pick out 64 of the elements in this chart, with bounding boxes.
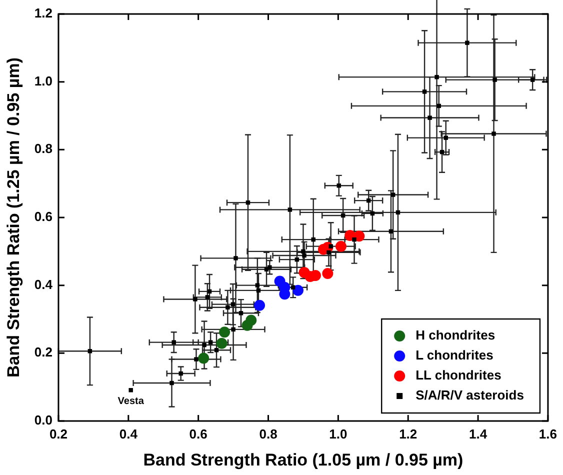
point: [326, 250, 331, 255]
point: [352, 237, 356, 242]
point: [202, 342, 206, 348]
point: [216, 338, 228, 349]
legend-label: LL chondrites: [416, 368, 502, 383]
point: [268, 265, 272, 270]
x-tick-label: 0.2: [49, 426, 68, 442]
point: [246, 314, 257, 326]
x-axis-title: Band Strength Ratio (1.05 µm / 0.95 µm): [143, 450, 464, 470]
legend-label: H chondrites: [416, 328, 496, 343]
y-tick-label: 1.0: [34, 73, 52, 88]
point: [128, 388, 133, 392]
y-tick-label: 0.6: [34, 209, 52, 224]
legend-label: S/A/R/V asteroids: [416, 388, 524, 403]
point: [354, 230, 365, 242]
point: [234, 256, 238, 260]
x-tick-label: 0.6: [189, 426, 208, 442]
point: [230, 302, 236, 306]
point: [254, 300, 266, 311]
point: [311, 237, 316, 242]
y-tick-label: 0.4: [34, 276, 54, 292]
x-tick-label: 1.0: [329, 426, 348, 442]
point: [335, 240, 346, 252]
x-tick-label: 1.4: [469, 426, 488, 442]
point: [492, 132, 496, 136]
point: [205, 295, 210, 300]
point: [288, 208, 292, 212]
point: [465, 40, 470, 45]
point: [208, 340, 213, 344]
point: [255, 283, 260, 288]
point: [198, 352, 210, 364]
point: [301, 249, 306, 254]
point: [193, 297, 198, 302]
point: [219, 326, 230, 338]
point: [231, 327, 236, 332]
point: [322, 268, 334, 279]
point: [238, 311, 244, 316]
point: [444, 136, 448, 140]
point: [88, 349, 92, 354]
point: [292, 284, 304, 296]
point: [302, 253, 306, 258]
point: [172, 340, 176, 344]
legend-label: L chondrites: [416, 348, 494, 363]
x-tick-label: 0.4: [119, 426, 138, 442]
y-tick-label: 0.8: [34, 141, 52, 156]
point: [492, 78, 497, 82]
point: [226, 305, 230, 310]
point: [170, 380, 174, 386]
point: [390, 192, 396, 197]
point: [178, 371, 183, 376]
y-tick-label: 1.2: [34, 6, 52, 21]
y-tick-label: 0.2: [34, 344, 52, 360]
point: [290, 285, 296, 290]
x-tick-label: 1.2: [399, 426, 418, 442]
y-axis-title: Band Strength Ratio (1.25 µm / 0.95 µm): [4, 58, 23, 378]
y-tick-label: 0.0: [34, 412, 52, 428]
point: [194, 357, 198, 362]
point: [422, 90, 427, 94]
x-tick-label: 0.8: [259, 426, 278, 442]
annotation: Vesta: [118, 396, 144, 407]
point: [434, 74, 439, 80]
x-tick-label: 1.6: [538, 426, 558, 442]
point: [428, 116, 432, 120]
point: [530, 78, 535, 82]
